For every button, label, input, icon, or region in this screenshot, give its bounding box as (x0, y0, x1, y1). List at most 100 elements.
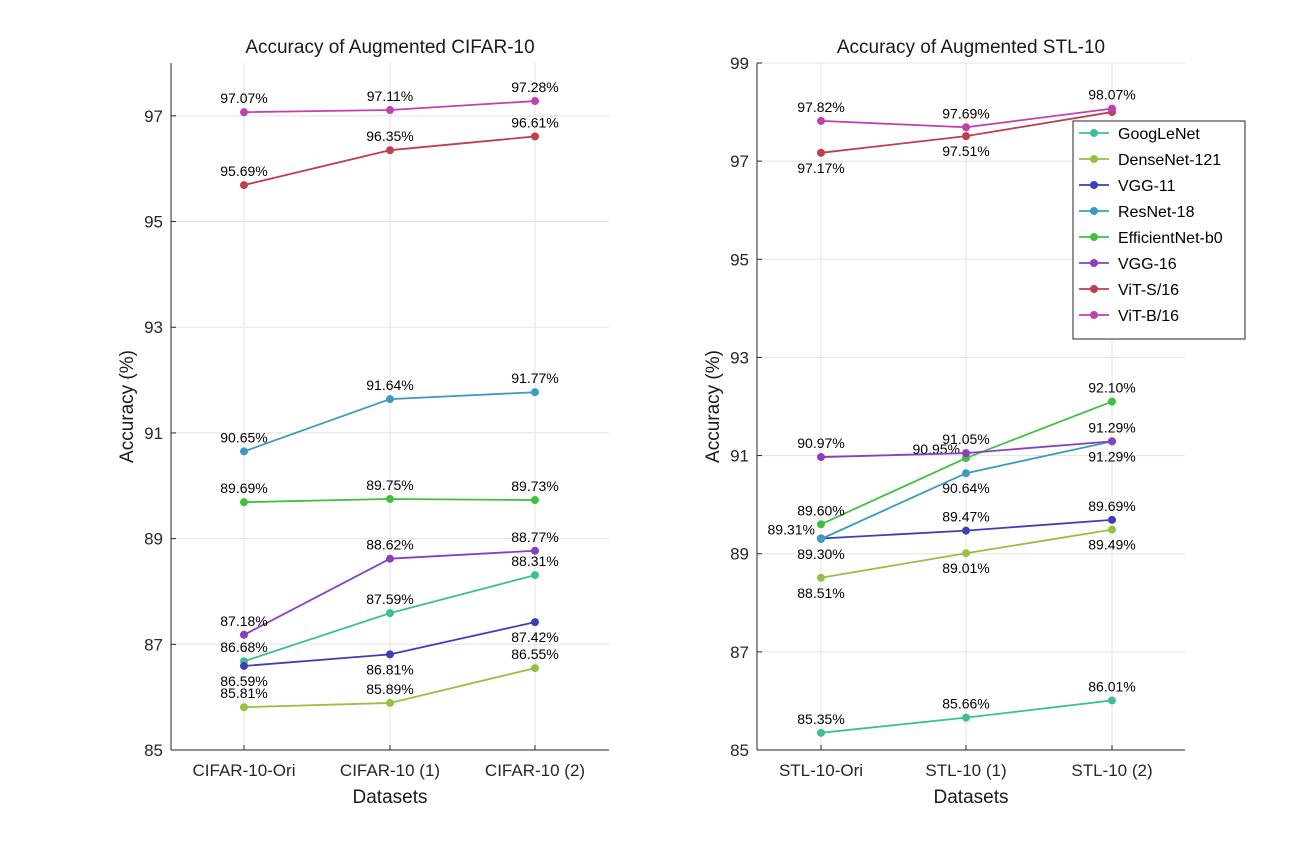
data-point (1108, 397, 1116, 406)
data-point (386, 554, 394, 563)
y-tick-label: 97 (144, 107, 163, 126)
y-axis-title: Accuracy (%) (117, 350, 138, 463)
data-point (817, 728, 825, 737)
data-point (386, 395, 394, 404)
data-label: 97.82% (797, 99, 844, 115)
y-tick-label: 93 (730, 348, 749, 367)
legend-swatch-marker (1090, 155, 1098, 163)
data-point (962, 123, 970, 132)
data-label: 97.17% (797, 160, 844, 176)
data-label: 97.11% (367, 88, 413, 104)
data-label: 88.62% (366, 537, 413, 553)
chart-stl: 85 87 89 91 93 95 97 99 STL-10-Ori STL-10 (1) STL-… (703, 37, 1246, 808)
data-point (240, 181, 248, 190)
data-point (817, 148, 825, 157)
data-point (1108, 104, 1116, 113)
data-label: 91.29% (1088, 419, 1135, 435)
legend-swatch-marker (1090, 259, 1098, 267)
series-resnet-18: 90.65% 91.64% 91.77% (220, 370, 559, 456)
series-googlenet: 86.68% 87.59% 88.31% (220, 553, 559, 666)
series-vgg-11: 86.59% 86.81% 87.42% (220, 618, 559, 689)
y-tick-label: 85 (730, 741, 749, 760)
data-label: 91.29% (1088, 448, 1135, 464)
legend-swatch-marker (1090, 285, 1098, 293)
data-label: 88.51% (797, 585, 844, 601)
data-label: 86.59% (220, 673, 267, 689)
legend-entry: VGG-16 (1118, 256, 1177, 273)
data-label: 91.64% (366, 377, 413, 393)
data-label: 97.69% (942, 105, 989, 121)
y-tick-label: 93 (144, 318, 163, 337)
y-tick-label: 89 (144, 530, 163, 549)
data-point (962, 526, 970, 535)
data-point (531, 496, 539, 505)
x-tick-label: STL-10 (2) (1071, 761, 1152, 780)
series-vit-s-16: 95.69% 96.35% 96.61% (220, 114, 559, 190)
y-tick-label: 99 (730, 54, 749, 73)
data-point (817, 116, 825, 125)
y-tick-label: 87 (144, 635, 163, 654)
x-tick-label: CIFAR-10 (1) (340, 761, 440, 780)
data-label: 88.77% (511, 529, 558, 545)
data-label: 96.61% (511, 114, 558, 130)
data-point (531, 618, 539, 627)
legend: GoogLeNet DenseNet-121 VGG-11 ResNet-18 Effi… (1072, 120, 1246, 340)
data-point (817, 534, 825, 543)
data-label: 95.69% (220, 163, 267, 179)
x-tick-label: CIFAR-10 (2) (485, 761, 585, 780)
data-label: 86.68% (220, 639, 267, 655)
data-point (531, 97, 539, 106)
y-tick-label: 87 (730, 643, 749, 662)
data-point (386, 494, 394, 503)
data-label: 86.55% (511, 646, 558, 662)
data-point (962, 549, 970, 558)
chart-title: Accuracy of Augmented CIFAR-10 (245, 37, 534, 58)
series-vgg-11: 89.31% 89.47% 89.69% (768, 498, 1136, 543)
data-label: 98.07% (1088, 87, 1135, 103)
data-point (240, 498, 248, 507)
legend-box (1072, 120, 1246, 340)
data-point (386, 698, 394, 707)
data-label: 89.31% (768, 522, 815, 538)
legend-swatch-marker (1090, 129, 1098, 137)
y-tick-label: 95 (730, 250, 749, 269)
data-point (386, 609, 394, 618)
x-axis-title: Datasets (353, 787, 428, 808)
data-point (962, 449, 970, 458)
data-label: 89.60% (797, 502, 844, 518)
y-tick-label: 91 (730, 447, 749, 466)
data-label: 97.51% (942, 143, 989, 159)
data-label: 85.81% (220, 685, 267, 701)
data-label: 86.81% (366, 661, 413, 677)
data-label: 89.01% (942, 560, 989, 576)
series-vit-b-16: 97.82% 97.69% 98.07% (797, 87, 1136, 132)
legend-swatch-marker (1090, 181, 1098, 189)
data-label: 89.30% (797, 546, 844, 562)
data-point (386, 650, 394, 659)
data-point (531, 388, 539, 397)
data-point (817, 453, 825, 462)
data-label: 85.89% (366, 681, 413, 697)
x-tick-label: STL-10 (1) (925, 761, 1006, 780)
series-densenet-121: 88.51% 89.01% 89.49% (797, 525, 1136, 601)
y-tick-label: 97 (730, 152, 749, 171)
series-resnet-18: 89.30% 90.64% 91.29% (797, 437, 1136, 562)
data-label: 89.69% (220, 480, 267, 496)
data-point (531, 571, 539, 580)
data-label: 89.47% (942, 509, 989, 525)
data-label: 89.69% (1088, 498, 1135, 514)
data-label: 92.10% (1088, 380, 1135, 396)
data-point (962, 469, 970, 478)
y-tick-label: 95 (144, 213, 163, 232)
data-label: 90.65% (220, 429, 267, 445)
legend-entry: VGG-11 (1118, 178, 1176, 195)
data-point (1108, 515, 1116, 524)
legend-entry: ViT-B/16 (1118, 308, 1179, 325)
legend-entry: ResNet-18 (1118, 204, 1195, 221)
x-tick-label: CIFAR-10-Ori (193, 761, 296, 780)
data-point (240, 630, 248, 639)
y-tick-label: 89 (730, 545, 749, 564)
series-vit-b-16: 97.07% 97.11% 97.28% (220, 79, 559, 117)
data-point (240, 108, 248, 117)
legend-entry: DenseNet-121 (1118, 152, 1221, 169)
